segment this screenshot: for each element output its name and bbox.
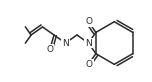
Text: N: N	[85, 39, 92, 48]
Text: O: O	[86, 60, 93, 69]
Text: H: H	[63, 38, 70, 46]
Text: O: O	[86, 17, 93, 26]
Text: O: O	[47, 45, 54, 53]
Text: N: N	[62, 39, 69, 48]
